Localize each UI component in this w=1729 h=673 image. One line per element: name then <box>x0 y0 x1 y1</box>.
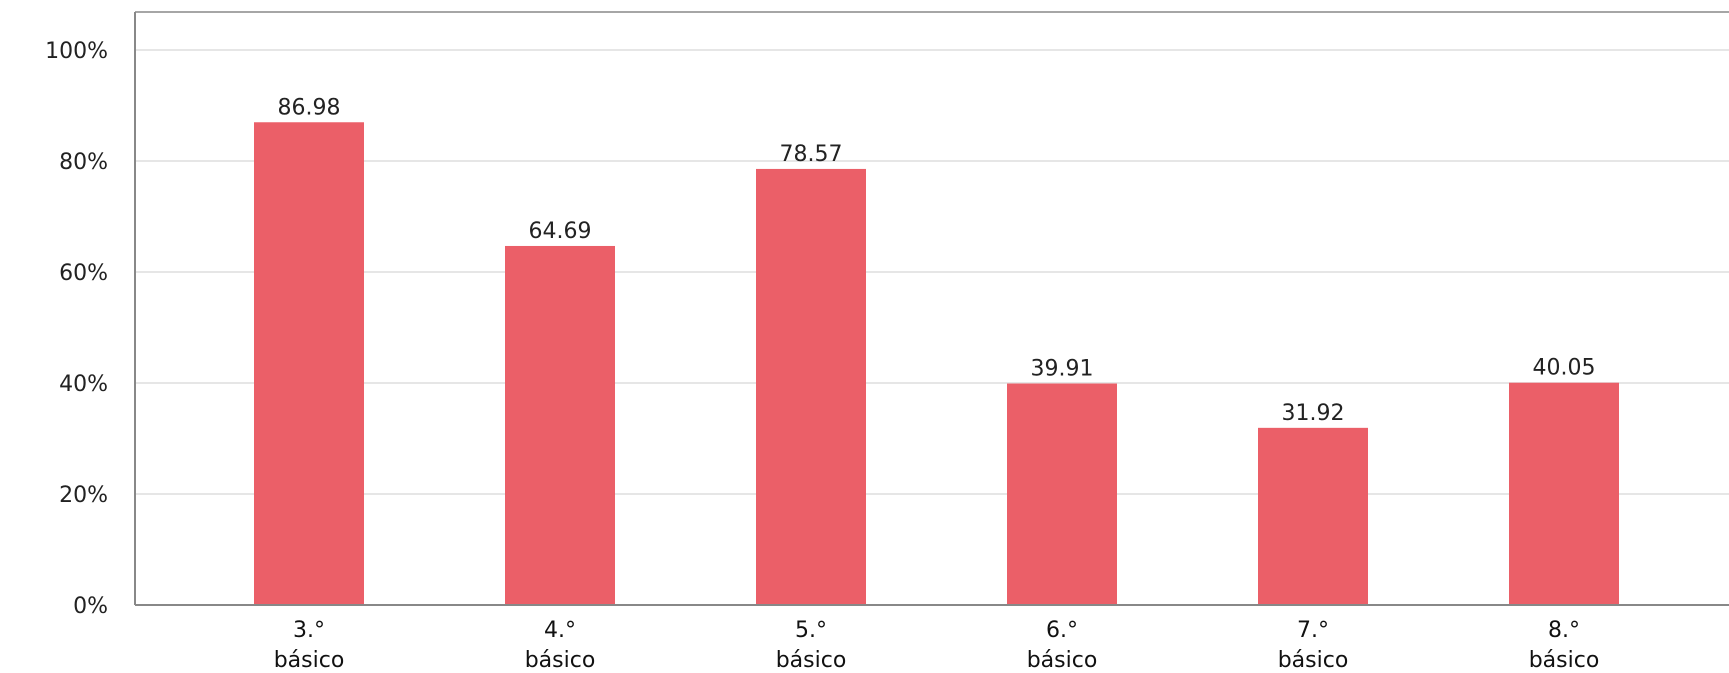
bar-value-label: 31.92 <box>1282 401 1345 426</box>
y-tick-label: 20% <box>59 483 108 508</box>
bar <box>254 122 364 606</box>
bar-value-label: 78.57 <box>780 142 843 167</box>
y-tick-label: 0% <box>73 594 108 619</box>
gridlines <box>135 49 1729 495</box>
y-tick-label: 80% <box>59 150 108 175</box>
data-labels: 86.98 64.69 78.57 39.91 31.92 40.05 <box>278 95 1596 426</box>
x-category-label: básico <box>274 648 345 673</box>
x-category-label: 5.° <box>795 618 827 643</box>
x-category-label: 7.° <box>1297 618 1329 643</box>
y-tick-label: 60% <box>59 261 108 286</box>
y-tick-label: 100% <box>45 39 108 64</box>
x-category-label: 6.° <box>1046 618 1078 643</box>
x-category-label: básico <box>1529 648 1600 673</box>
bar <box>1007 383 1117 605</box>
bar-value-label: 40.05 <box>1533 356 1596 381</box>
x-category-label: 4.° <box>544 618 576 643</box>
x-category-label: básico <box>525 648 596 673</box>
axes <box>134 11 1729 606</box>
y-tick-label: 40% <box>59 372 108 397</box>
x-category-label: básico <box>1027 648 1098 673</box>
x-category-label: 8.° <box>1548 618 1580 643</box>
y-tick-labels: 0% 20% 40% 60% 80% 100% <box>45 39 108 619</box>
bars <box>254 122 1619 606</box>
bar <box>756 168 866 605</box>
bar <box>1258 427 1368 605</box>
bar-value-label: 39.91 <box>1031 356 1094 381</box>
bar <box>1509 382 1619 605</box>
x-category-label: básico <box>776 648 847 673</box>
bar-value-label: 64.69 <box>529 219 592 244</box>
x-category-label: básico <box>1278 648 1349 673</box>
x-category-label: 3.° <box>293 618 325 643</box>
bar-value-label: 86.98 <box>278 95 341 120</box>
bar <box>505 245 615 605</box>
category-labels: 3.° básico 4.° básico 5.° básico 6.° básico 7.° b… <box>274 618 1600 673</box>
